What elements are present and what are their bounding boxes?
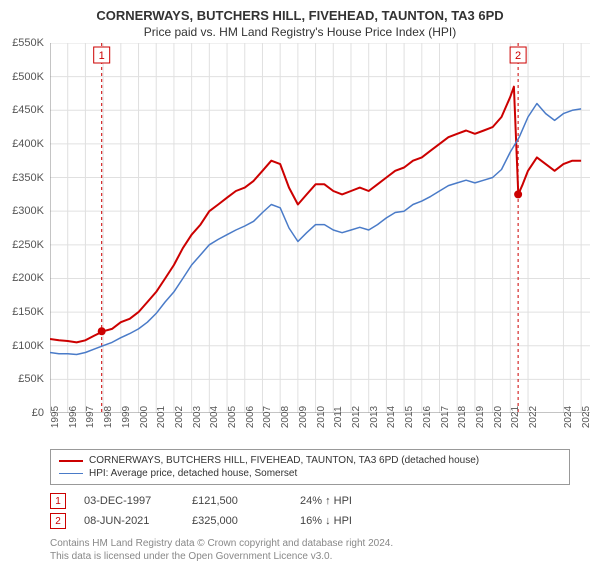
footer: Contains HM Land Registry data © Crown c… xyxy=(50,537,570,563)
y-tick-label: £150K xyxy=(12,306,44,318)
chart-plot-area: 12 £0£50K£100K£150K£200K£250K£300K£350K£… xyxy=(50,43,590,413)
x-tick-label: 2009 xyxy=(298,406,309,428)
x-tick-label: 2005 xyxy=(227,406,238,428)
y-tick-label: £50K xyxy=(18,373,44,385)
x-tick-label: 2004 xyxy=(209,406,220,428)
x-tick-label: 1995 xyxy=(50,406,61,428)
x-tick-label: 2022 xyxy=(528,406,539,428)
x-tick-label: 2015 xyxy=(404,406,415,428)
x-tick-label: 2018 xyxy=(457,406,468,428)
legend-row: HPI: Average price, detached house, Some… xyxy=(59,467,561,480)
y-tick-label: £350K xyxy=(12,172,44,184)
y-tick-label: £100K xyxy=(12,340,44,352)
x-tick-label: 2003 xyxy=(192,406,203,428)
x-tick-label: 1998 xyxy=(103,406,114,428)
x-tick-label: 2016 xyxy=(422,406,433,428)
chart-title: CORNERWAYS, BUTCHERS HILL, FIVEHEAD, TAU… xyxy=(0,0,600,23)
x-tick-label: 2014 xyxy=(386,406,397,428)
x-tick-label: 2024 xyxy=(563,406,574,428)
marker-row: 1 03-DEC-1997 £121,500 24% ↑ HPI xyxy=(50,491,570,511)
x-tick-label: 2007 xyxy=(262,406,273,428)
marker-badge-icon: 1 xyxy=(50,493,66,509)
legend-row: CORNERWAYS, BUTCHERS HILL, FIVEHEAD, TAU… xyxy=(59,454,561,467)
marker-delta: 16% ↓ HPI xyxy=(300,515,390,527)
y-tick-label: £200K xyxy=(12,272,44,284)
x-tick-label: 1999 xyxy=(121,406,132,428)
svg-text:1: 1 xyxy=(99,50,105,62)
marker-price: £121,500 xyxy=(192,495,282,507)
y-tick-label: £250K xyxy=(12,239,44,251)
legend-swatch-icon xyxy=(59,460,83,462)
legend: CORNERWAYS, BUTCHERS HILL, FIVEHEAD, TAU… xyxy=(50,449,570,485)
legend-swatch-icon xyxy=(59,473,83,475)
x-tick-label: 2000 xyxy=(139,406,150,428)
x-tick-label: 2010 xyxy=(316,406,327,428)
marker-date: 08-JUN-2021 xyxy=(84,515,174,527)
y-tick-label: £400K xyxy=(12,138,44,150)
y-tick-label: £500K xyxy=(12,71,44,83)
y-tick-label: £0 xyxy=(32,407,44,419)
x-tick-label: 1996 xyxy=(68,406,79,428)
legend-label: CORNERWAYS, BUTCHERS HILL, FIVEHEAD, TAU… xyxy=(89,455,479,466)
x-tick-label: 2020 xyxy=(493,406,504,428)
x-tick-label: 2001 xyxy=(156,406,167,428)
chart-container: CORNERWAYS, BUTCHERS HILL, FIVEHEAD, TAU… xyxy=(0,0,600,560)
legend-label: HPI: Average price, detached house, Some… xyxy=(89,468,297,479)
marker-badge-icon: 2 xyxy=(50,513,66,529)
x-tick-label: 2012 xyxy=(351,406,362,428)
svg-text:2: 2 xyxy=(515,50,521,62)
chart-subtitle: Price paid vs. HM Land Registry's House … xyxy=(0,23,600,43)
x-tick-label: 2008 xyxy=(280,406,291,428)
y-tick-label: £450K xyxy=(12,104,44,116)
x-tick-label: 2002 xyxy=(174,406,185,428)
footer-line: Contains HM Land Registry data © Crown c… xyxy=(50,537,570,550)
x-tick-label: 2017 xyxy=(440,406,451,428)
marker-delta: 24% ↑ HPI xyxy=(300,495,390,507)
x-tick-label: 2019 xyxy=(475,406,486,428)
x-tick-label: 2013 xyxy=(369,406,380,428)
marker-row: 2 08-JUN-2021 £325,000 16% ↓ HPI xyxy=(50,511,570,531)
marker-date: 03-DEC-1997 xyxy=(84,495,174,507)
x-tick-label: 2025 xyxy=(581,406,592,428)
marker-price: £325,000 xyxy=(192,515,282,527)
x-tick-label: 1997 xyxy=(85,406,96,428)
x-tick-label: 2021 xyxy=(510,406,521,428)
y-tick-label: £300K xyxy=(12,205,44,217)
x-tick-label: 2006 xyxy=(245,406,256,428)
y-tick-label: £550K xyxy=(12,37,44,49)
marker-table: 1 03-DEC-1997 £121,500 24% ↑ HPI 2 08-JU… xyxy=(50,491,570,531)
footer-line: This data is licensed under the Open Gov… xyxy=(50,550,570,563)
chart-svg: 12 xyxy=(50,43,590,413)
x-tick-label: 2011 xyxy=(333,406,344,428)
